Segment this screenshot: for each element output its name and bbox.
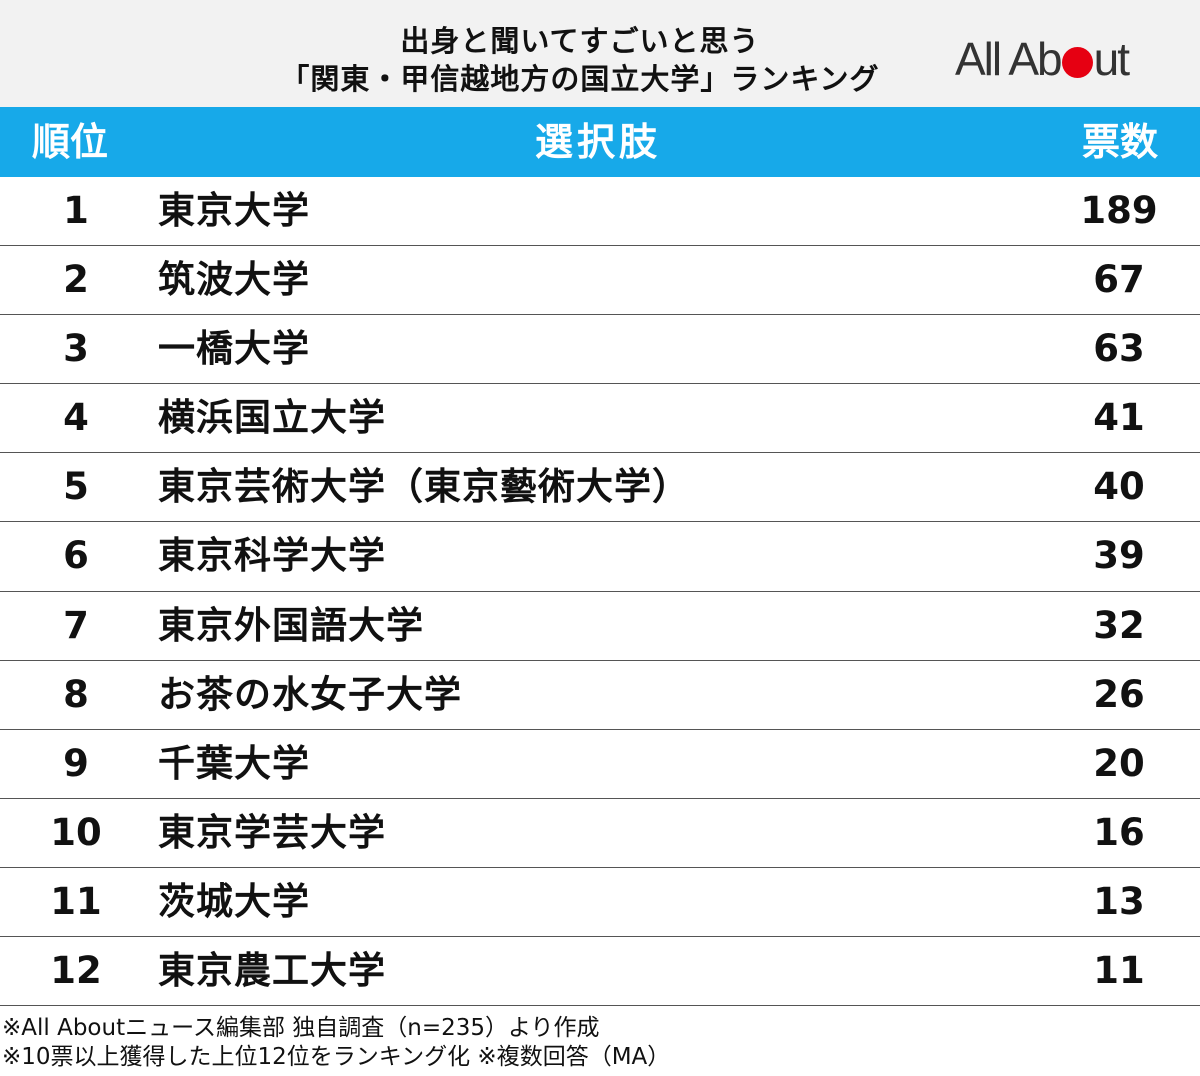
choice-cell: 横浜国立大学 [158, 396, 386, 440]
choice-cell: 東京芸術大学（東京藝術大学） [158, 465, 690, 509]
choice-cell: 千葉大学 [158, 741, 310, 785]
footnote-2: ※10票以上獲得した上位12位をランキング化 ※複数回答（MA） [2, 1044, 671, 1070]
table-row: 7 東京外国語大学 32 [0, 592, 1200, 661]
votes-cell: 26 [1093, 672, 1145, 716]
logo-text-end: ut [1093, 33, 1130, 85]
choice-cell: 東京大学 [158, 189, 310, 232]
rank-cell: 3 [63, 327, 89, 371]
rank-cell: 5 [63, 465, 89, 509]
logo-dot-icon [1061, 46, 1093, 78]
rank-cell: 8 [63, 672, 89, 716]
table-header: 順位 選択肢 票数 [0, 107, 1200, 177]
votes-cell: 63 [1093, 327, 1145, 371]
rank-cell: 11 [50, 879, 102, 923]
votes-cell: 32 [1093, 603, 1145, 647]
title-band: 出身と聞いてすごいと思う 「関東・甲信越地方の国立大学」ランキング All Ab… [0, 0, 1200, 107]
rank-cell: 6 [63, 534, 89, 578]
footnotes: ※All Aboutニュース編集部 独自調査（n=235）より作成 ※10票以上… [2, 1014, 1198, 1072]
title-line-2: 「関東・甲信越地方の国立大学」ランキング [280, 62, 880, 96]
votes-cell: 41 [1093, 396, 1145, 440]
choice-cell: 東京農工大学 [158, 949, 386, 993]
choice-cell: 東京学芸大学 [158, 810, 386, 854]
table-row: 6 東京科学大学 39 [0, 522, 1200, 592]
table-row: 2 筑波大学 67 [0, 246, 1200, 316]
rank-cell: 1 [63, 189, 89, 232]
table-row: 9 千葉大学 20 [0, 730, 1200, 799]
header-rank: 順位 [32, 120, 109, 164]
choice-cell: 一橋大学 [158, 327, 310, 371]
choice-cell: 東京外国語大学 [158, 603, 424, 647]
votes-cell: 189 [1080, 189, 1158, 232]
rank-cell: 10 [50, 810, 102, 854]
choice-cell: 茨城大学 [158, 879, 310, 923]
table-body: 1 東京大学 189 2 筑波大学 67 3 一橋大学 63 4 横浜国立大学 41 5 東京芸術大学（東… [0, 177, 1200, 1007]
table-row: 12 東京農工大学 11 [0, 937, 1200, 1007]
table-row: 11 茨城大学 13 [0, 868, 1200, 938]
choice-cell: お茶の水女子大学 [158, 672, 462, 716]
all-about-logo: All Ab ut [955, 33, 1130, 85]
table-row: 8 お茶の水女子大学 26 [0, 661, 1200, 730]
rank-cell: 9 [63, 741, 89, 785]
header-votes: 票数 [1082, 120, 1159, 164]
votes-cell: 20 [1093, 741, 1145, 785]
table-row: 5 東京芸術大学（東京藝術大学） 40 [0, 453, 1200, 523]
votes-cell: 39 [1093, 534, 1145, 578]
rank-cell: 2 [63, 258, 89, 302]
votes-cell: 13 [1093, 879, 1145, 923]
title-line-1: 出身と聞いてすごいと思う [400, 24, 760, 58]
choice-cell: 筑波大学 [158, 258, 310, 302]
choice-cell: 東京科学大学 [158, 534, 386, 578]
table-row: 1 東京大学 189 [0, 177, 1200, 247]
table-row: 10 東京学芸大学 16 [0, 799, 1200, 868]
logo-text-start: All Ab [955, 33, 1063, 85]
votes-cell: 67 [1093, 258, 1145, 302]
votes-cell: 40 [1093, 465, 1145, 509]
rank-cell: 4 [63, 396, 89, 440]
header-choice: 選択肢 [535, 120, 662, 164]
chart-title: 出身と聞いてすごいと思う 「関東・甲信越地方の国立大学」ランキング [180, 22, 980, 98]
footnote-1: ※All Aboutニュース編集部 独自調査（n=235）より作成 [2, 1015, 600, 1041]
table-row: 4 横浜国立大学 41 [0, 384, 1200, 454]
votes-cell: 16 [1093, 810, 1145, 854]
rank-cell: 12 [50, 949, 102, 993]
rank-cell: 7 [63, 603, 89, 647]
votes-cell: 11 [1093, 949, 1145, 993]
table-row: 3 一橋大学 63 [0, 315, 1200, 385]
